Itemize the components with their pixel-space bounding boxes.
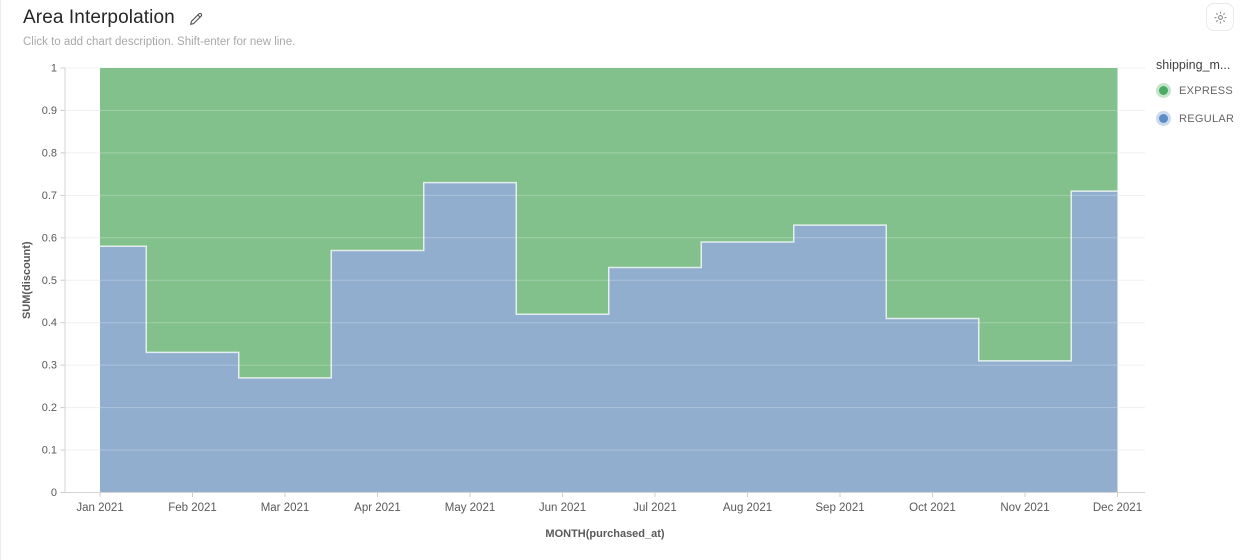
y-tick-label: 0.7 [42, 190, 57, 202]
x-tick-label: Oct 2021 [909, 502, 956, 514]
legend-swatch-icon [1159, 114, 1168, 123]
area-series-regular[interactable] [100, 182, 1118, 493]
x-tick-label: Aug 2021 [723, 502, 772, 514]
y-tick-label: 0.4 [42, 317, 57, 329]
y-tick-label: 0.5 [42, 275, 57, 287]
chart-header: Area Interpolation Click to add chart de… [23, 7, 295, 48]
y-tick-label: 0.2 [42, 402, 57, 414]
legend-title: shipping_m... [1156, 58, 1231, 72]
x-tick-label: Dec 2021 [1093, 502, 1142, 514]
x-tick-label: Jun 2021 [539, 502, 586, 514]
legend-item-label: REGULAR [1179, 112, 1235, 125]
legend-item-express[interactable]: EXPRESS [1156, 83, 1244, 98]
legend-item-label: EXPRESS [1179, 84, 1234, 97]
x-axis-title: MONTH(purchased_at) [545, 528, 665, 540]
y-tick-label: 0.1 [42, 445, 57, 457]
gear-icon [1214, 11, 1226, 23]
y-axis-title: SUM(discount) [21, 241, 33, 319]
chart-description-placeholder[interactable]: Click to add chart description. Shift-en… [23, 36, 296, 48]
x-tick-label: Nov 2021 [1000, 502, 1049, 514]
settings-button[interactable] [1206, 3, 1234, 31]
x-tick-label: Sep 2021 [815, 502, 864, 514]
legend-swatch-icon [1159, 86, 1168, 95]
series-boundary-line [100, 181, 1118, 379]
x-tick-label: Jul 2021 [633, 502, 676, 514]
legend-item-regular[interactable]: REGULAR [1156, 111, 1244, 126]
y-tick-label: 0.6 [42, 232, 57, 244]
y-tick-label: 0.3 [42, 360, 57, 372]
pencil-icon[interactable] [188, 11, 204, 27]
x-tick-label: Apr 2021 [354, 502, 401, 514]
y-tick-label: 0.8 [42, 147, 57, 159]
legend: shipping_m... EXPRESS REGULAR [1156, 58, 1244, 139]
y-tick-label: 0.9 [42, 105, 57, 117]
y-tick-label: 1 [51, 63, 57, 75]
page-title[interactable]: Area Interpolation [23, 7, 175, 28]
y-tick-label: 0 [51, 487, 57, 499]
area-series-express[interactable] [100, 68, 1118, 378]
x-tick-label: Feb 2021 [168, 502, 217, 514]
x-tick-label: Mar 2021 [261, 502, 310, 514]
x-tick-label: Jan 2021 [76, 502, 123, 514]
x-tick-label: May 2021 [445, 502, 496, 514]
